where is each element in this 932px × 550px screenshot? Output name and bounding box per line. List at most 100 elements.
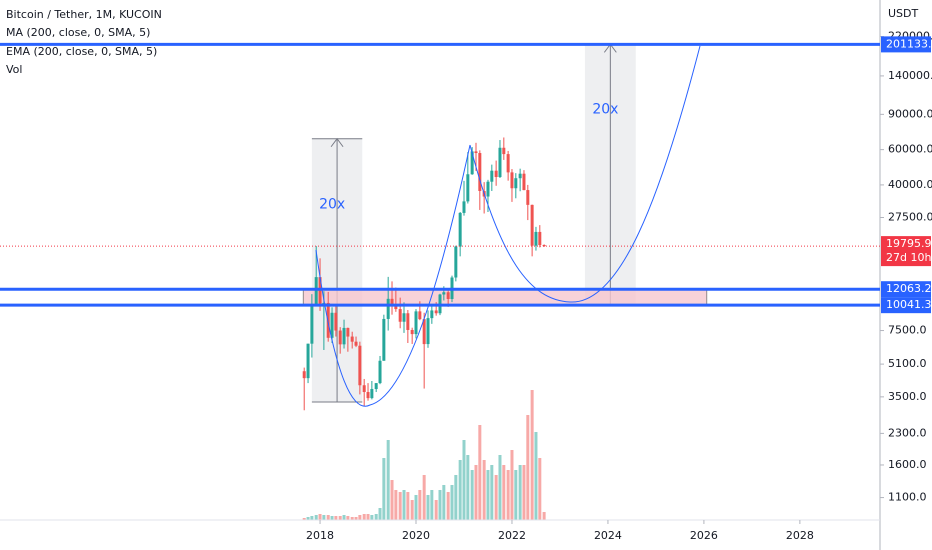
level-label: 201133.3 — [886, 37, 932, 50]
volume-bar — [478, 425, 482, 520]
level-label: 10041.3 — [886, 298, 932, 311]
candle-body — [306, 343, 310, 379]
y-unit: USDT — [888, 7, 919, 20]
candle-body — [430, 310, 434, 319]
volume-bar — [414, 495, 418, 520]
x-tick-label: 2020 — [402, 529, 430, 542]
volume-bar — [350, 517, 354, 520]
volume-bar — [402, 490, 406, 520]
curve-drawing — [469, 45, 701, 303]
volume-bar — [446, 492, 450, 520]
candle-body — [442, 292, 446, 295]
candle-body — [434, 310, 438, 314]
volume-bar — [538, 458, 542, 520]
volume-bar — [486, 470, 490, 520]
candle-body — [486, 181, 490, 197]
volume-bar — [302, 518, 306, 520]
candle-body — [330, 312, 334, 338]
candle-body — [398, 309, 402, 322]
candle-body — [394, 304, 398, 310]
volume-bar — [442, 485, 446, 520]
volume-bar — [526, 415, 530, 520]
candle-body — [358, 345, 362, 386]
volume-bar — [510, 450, 514, 520]
level-label-box — [881, 281, 931, 298]
volume-bar — [334, 516, 338, 520]
volume-bar — [522, 465, 526, 520]
plot: 20x 20x — [302, 43, 708, 520]
volume-bar — [422, 475, 426, 520]
volume-bar — [458, 460, 462, 520]
candle-body — [414, 311, 418, 335]
volume-bar — [454, 475, 458, 520]
indicator-label: MA (200, close, 0, SMA, 5) — [6, 26, 150, 39]
volume-bar — [534, 432, 538, 520]
candle-body — [374, 383, 378, 390]
volume-bar — [490, 465, 494, 520]
candle-body — [530, 204, 534, 246]
level-label-box — [881, 36, 931, 53]
volume-bar — [322, 515, 326, 520]
candle-body — [426, 318, 430, 345]
candle-body — [302, 371, 306, 379]
candle-body — [466, 174, 470, 202]
candle-body — [350, 336, 354, 342]
volume-bar — [406, 492, 410, 520]
candle-body — [502, 147, 506, 155]
y-tick-label: 1100.0 — [888, 491, 927, 504]
volume-bar — [338, 516, 342, 520]
indicator-label: Vol — [6, 63, 22, 76]
candle-body — [534, 231, 538, 246]
volume-bar — [374, 514, 378, 520]
candle-body — [402, 313, 406, 322]
chart-title: Bitcoin / Tether, 1M, KUCOIN — [6, 8, 162, 21]
y-tick-label: 5100.0 — [888, 357, 927, 370]
candle-body — [474, 151, 478, 154]
volume-bar — [450, 485, 454, 520]
volume-bar — [354, 517, 358, 520]
volume-bar — [330, 516, 334, 520]
volume-bar — [502, 465, 506, 520]
volume-bar — [430, 490, 434, 520]
volume-bar — [346, 516, 350, 520]
candle-body — [470, 151, 474, 175]
volume-bar — [530, 390, 534, 520]
candle-body — [458, 212, 462, 247]
indicator-label: EMA (200, close, 0, SMA, 5) — [6, 45, 157, 58]
candle-body — [422, 319, 426, 345]
candle-body — [370, 389, 374, 399]
y-tick-label: 40000.0 — [888, 178, 932, 191]
candle-body — [462, 201, 466, 213]
x-tick-label: 2026 — [690, 529, 718, 542]
volume-bar — [494, 475, 498, 520]
candle-body — [334, 312, 338, 331]
last-price-box — [881, 236, 931, 267]
volume-bar — [498, 455, 502, 520]
candle-body — [338, 330, 342, 345]
y-tick-label: 140000.0 — [888, 69, 932, 82]
x-tick-label: 2024 — [594, 529, 622, 542]
candle-body — [362, 385, 366, 393]
measure-arrowhead — [330, 137, 344, 148]
candle-body — [346, 327, 350, 337]
volume-bar — [398, 492, 402, 520]
candle-body — [322, 302, 326, 304]
candle-body — [526, 190, 530, 205]
measure-label: 20x — [319, 197, 345, 213]
volume-bar — [306, 517, 310, 520]
volume-bar — [438, 490, 442, 520]
y-tick-label: 1600.0 — [888, 458, 927, 471]
volume-bar — [362, 514, 366, 520]
volume-bar — [378, 508, 382, 520]
candle-body — [314, 277, 318, 306]
y-tick-label: 60000.0 — [888, 143, 932, 156]
candle-body — [366, 392, 370, 399]
candle-body — [478, 153, 482, 191]
volume-bar — [506, 470, 510, 520]
candle-body — [386, 298, 390, 319]
volume-bar — [518, 465, 522, 520]
candle-body — [522, 173, 526, 191]
volume-bar — [514, 470, 518, 520]
